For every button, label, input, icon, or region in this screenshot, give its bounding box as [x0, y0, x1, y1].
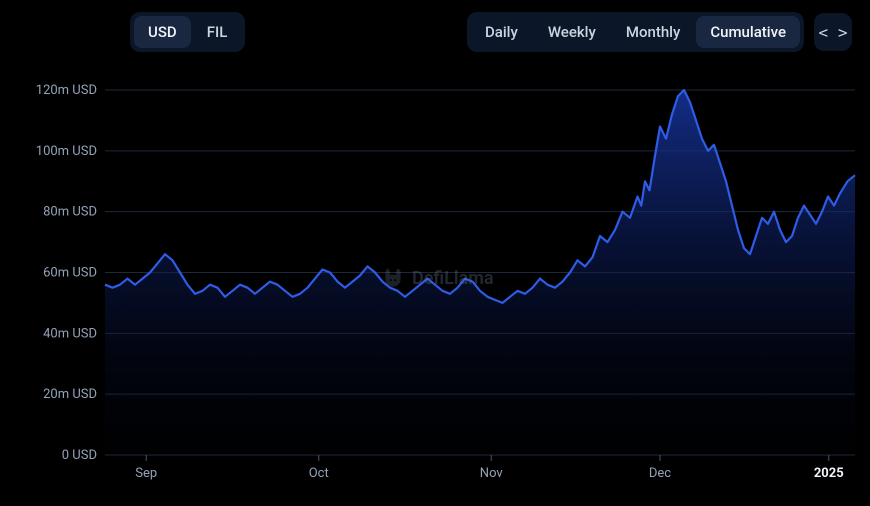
y-axis-label: 0 USD [62, 448, 97, 463]
period-option-daily[interactable]: Daily [471, 16, 532, 48]
x-axis-label: Dec [649, 466, 671, 481]
expand-icon[interactable]: < > [814, 13, 852, 51]
toolbar-right: DailyWeeklyMonthlyCumulative < > [467, 12, 852, 52]
y-axis-label: 80m USD [43, 205, 97, 220]
x-axis-label: 2025 [814, 466, 844, 481]
y-axis-label: 120m USD [36, 83, 97, 98]
period-option-monthly[interactable]: Monthly [612, 16, 694, 48]
x-axis-label: Oct [309, 466, 329, 481]
currency-option-fil[interactable]: FIL [193, 16, 242, 48]
currency-option-usd[interactable]: USD [134, 16, 191, 48]
chart-area: 0 USD 20m USD 40m USD 60m USD 80m USD 100m US… [0, 60, 870, 506]
y-axis-label: 40m USD [43, 326, 97, 341]
y-axis-label: 100m USD [36, 144, 97, 159]
y-axis-label: 60m USD [43, 266, 97, 281]
currency-toggle: USDFIL [130, 12, 245, 52]
period-option-cumulative[interactable]: Cumulative [696, 16, 800, 48]
period-option-weekly[interactable]: Weekly [534, 16, 610, 48]
x-axis-label: Sep [135, 466, 157, 481]
y-axis-label: 20m USD [43, 387, 97, 402]
period-toggle: DailyWeeklyMonthlyCumulative [467, 12, 804, 52]
x-axis-label: Nov [480, 466, 504, 481]
line-chart: 0 USD 20m USD 40m USD 60m USD 80m USD 100m US… [0, 60, 870, 506]
chart-toolbar: USDFIL DailyWeeklyMonthlyCumulative < > [0, 0, 870, 52]
